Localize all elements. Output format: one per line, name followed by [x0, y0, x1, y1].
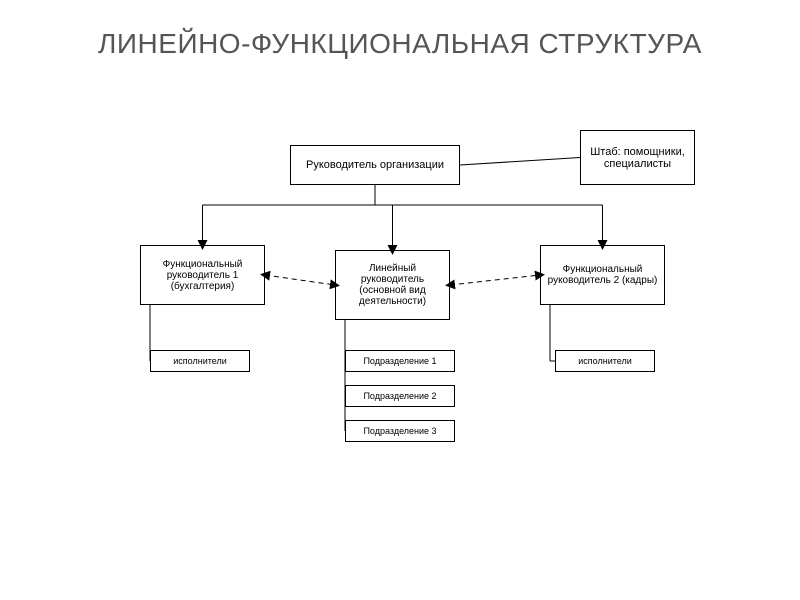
node-func2: Функциональный руководитель 2 (кадры) — [540, 245, 665, 305]
node-leader: Руководитель организации — [290, 145, 460, 185]
page-title: ЛИНЕЙНО-ФУНКЦИОНАЛЬНАЯ СТРУКТУРА — [0, 28, 800, 60]
node-func1-label: Функциональный руководитель 1 (бухгалтер… — [145, 259, 260, 292]
node-func2-label: Функциональный руководитель 2 (кадры) — [545, 264, 660, 286]
node-sub1: Подразделение 1 — [345, 350, 455, 372]
node-staff: Штаб: помощники, специалисты — [580, 130, 695, 185]
node-func1: Функциональный руководитель 1 (бухгалтер… — [140, 245, 265, 305]
node-sub1-label: Подразделение 1 — [363, 356, 436, 366]
node-line-label: Линейный руководитель (основной вид деят… — [340, 263, 445, 307]
node-leader-label: Руководитель организации — [306, 159, 444, 171]
node-exec2-label: исполнители — [578, 356, 631, 366]
node-sub3-label: Подразделение 3 — [363, 426, 436, 436]
node-exec1: исполнители — [150, 350, 250, 372]
node-sub3: Подразделение 3 — [345, 420, 455, 442]
node-sub2: Подразделение 2 — [345, 385, 455, 407]
node-exec1-label: исполнители — [173, 356, 226, 366]
node-staff-label: Штаб: помощники, специалисты — [585, 146, 690, 170]
node-line: Линейный руководитель (основной вид деят… — [335, 250, 450, 320]
node-sub2-label: Подразделение 2 — [363, 391, 436, 401]
node-exec2: исполнители — [555, 350, 655, 372]
